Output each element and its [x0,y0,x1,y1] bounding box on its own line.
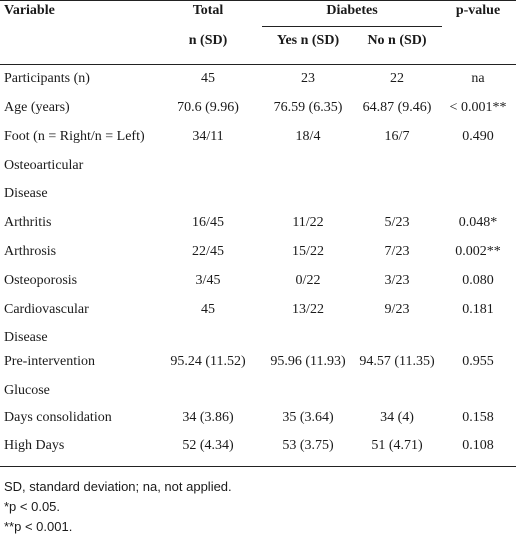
table-cell: 94.57 (11.35) [359,354,435,369]
table-cell: 3/23 [384,273,410,288]
table-cell: 45 [201,302,215,317]
row-label: Participants (n) [4,71,90,86]
row-label: Arthritis [4,215,52,230]
table-cell: 15/22 [292,244,324,259]
table-cell: 9/23 [384,302,410,317]
table-cell: 0.490 [462,129,494,144]
table-cell: 95.24 (11.52) [170,354,246,369]
table-cell: 5/23 [384,215,410,230]
column-subheader: No n (SD) [367,33,427,48]
table-cell: 76.59 (6.35) [273,100,343,115]
table-cell: 7/23 [384,244,410,259]
header-rule [0,64,516,65]
top-rule [0,0,516,1]
table-cell: 0/22 [295,273,321,288]
table-cell: 18/4 [295,129,321,144]
table-cell: na [471,71,485,86]
table-cell: 0.108 [462,438,494,453]
row-label: Foot (n = Right/n = Left) [4,129,145,144]
row-label: Disease [4,330,48,345]
column-header: Diabetes [326,3,378,18]
table-cell: 45 [201,71,215,86]
table-cell: 0.002** [455,244,501,259]
table-cell: 16/7 [384,129,410,144]
table-cell: 23 [301,71,315,86]
table-cell: 22/45 [192,244,224,259]
row-label: Arthrosis [4,244,57,259]
table-cell: 70.6 (9.96) [177,100,239,115]
footnote: SD, standard deviation; na, not applied. [4,479,232,494]
column-header: Variable [4,3,55,18]
table-cell: 64.87 (9.46) [362,100,432,115]
row-label: Osteoarticular [4,158,84,173]
table-cell: 13/22 [292,302,324,317]
row-label: Disease [4,186,48,201]
row-label: Age (years) [4,100,70,115]
table-cell: 16/45 [192,215,224,230]
table-cell: 3/45 [195,273,221,288]
footnote: **p < 0.001. [4,519,73,534]
row-label: Pre-intervention [4,354,95,369]
table-cell: 22 [390,71,404,86]
bottom-rule [0,466,516,467]
table-cell: 0.158 [462,410,494,425]
footnote: *p < 0.05. [4,499,61,514]
table-cell: 35 (3.64) [282,410,334,425]
table-cell: < 0.001** [449,100,507,115]
row-label: Osteoporosis [4,273,78,288]
table-cell: 53 (3.75) [282,438,334,453]
table-cell: 0.080 [462,273,494,288]
table-cell: 95.96 (11.93) [270,354,346,369]
column-header: p-value [455,3,501,18]
table-cell: 34 (4) [380,410,414,425]
row-label: High Days [4,438,65,453]
column-subheader: n (SD) [188,33,228,48]
table-cell: 34/11 [192,129,224,144]
group-rule [262,26,442,27]
table-cell: 11/22 [292,215,324,230]
row-label: Cardiovascular [4,302,89,317]
table-cell: 0.181 [462,302,494,317]
table-cell: 0.048* [458,215,498,230]
row-label: Glucose [4,383,50,398]
column-subheader: Yes n (SD) [276,33,340,48]
table-cell: 34 (3.86) [182,410,234,425]
table-cell: 51 (4.71) [371,438,423,453]
table-cell: 0.955 [462,354,494,369]
row-label: Days consolidation [4,410,112,425]
column-header: Total [192,3,224,18]
table-cell: 52 (4.34) [182,438,234,453]
